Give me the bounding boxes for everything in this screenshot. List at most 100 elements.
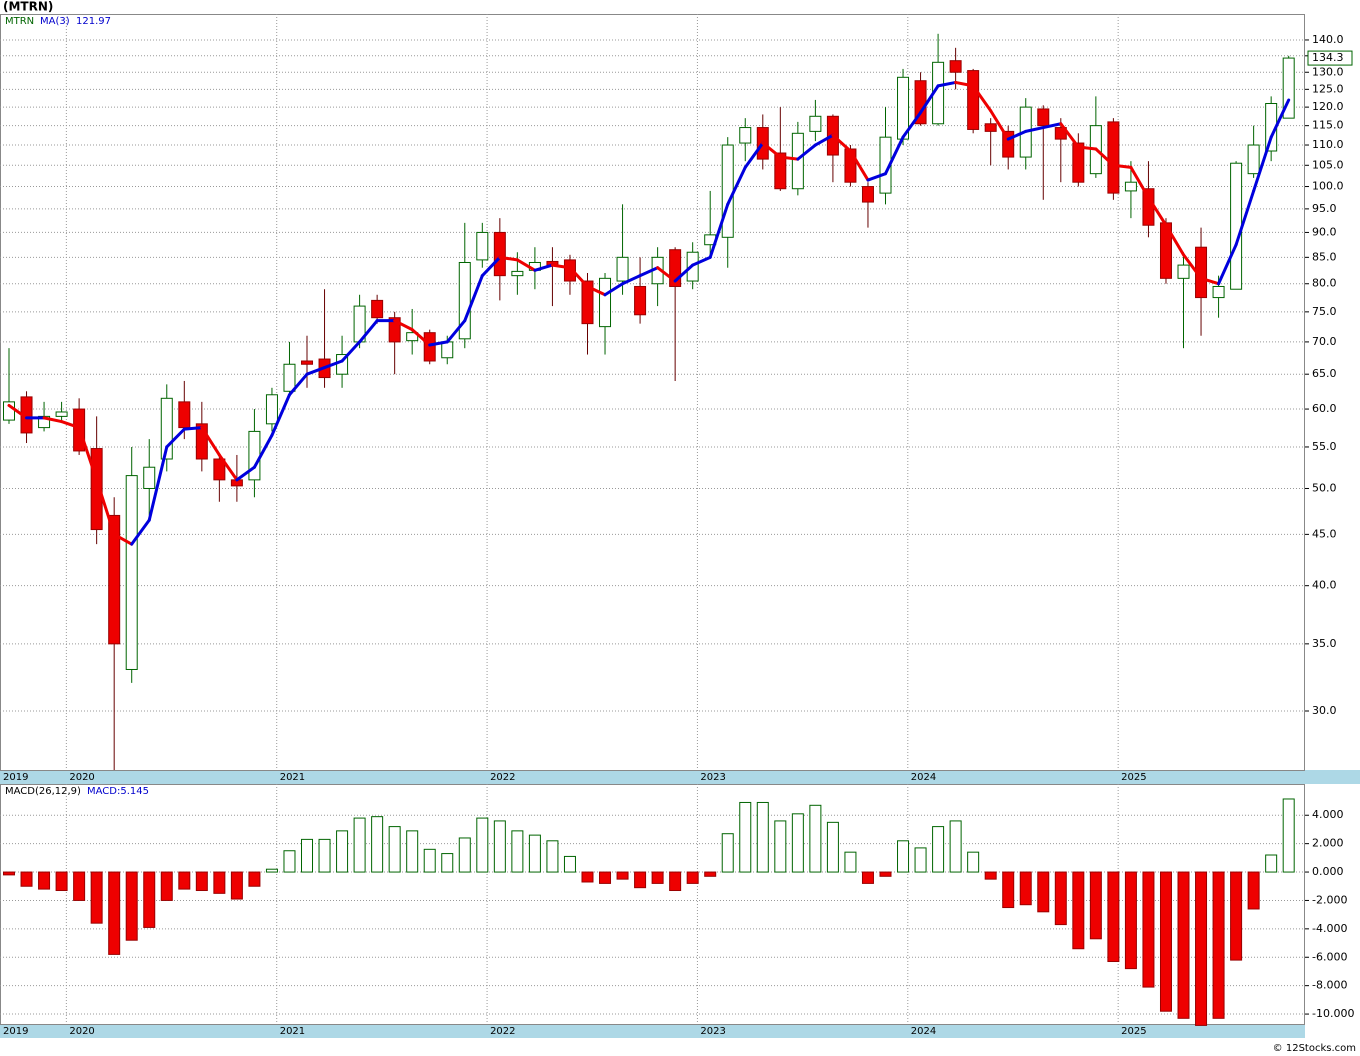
macd-bar (1089, 871, 1102, 940)
macd-bar (879, 871, 892, 877)
macd-bar (1212, 871, 1225, 1019)
ma-line (1111, 163, 1133, 169)
macd-bar (1247, 871, 1260, 910)
y-tick-label: 45.0 (1312, 527, 1337, 540)
macd-bar (826, 821, 839, 873)
candle-body (1177, 264, 1190, 279)
macd-bar (336, 830, 349, 873)
ma-line (743, 141, 765, 169)
ma-line (533, 263, 554, 272)
y-tick-label: 100.0 (1312, 180, 1344, 193)
macd-bar (599, 871, 612, 884)
candle-body (125, 475, 138, 670)
y-tick-label: 55.0 (1312, 440, 1337, 453)
candle-body (283, 363, 296, 392)
ma-line (813, 133, 835, 147)
macd-bar (248, 871, 261, 887)
ma-line (1234, 189, 1256, 247)
macd-bar (3, 871, 15, 876)
ma-line (971, 84, 993, 113)
candle-body (143, 466, 156, 489)
candle-body (634, 285, 647, 316)
x-tick-label: 2025 (1121, 772, 1146, 783)
ma-line (884, 135, 905, 176)
macd-bar (1107, 871, 1120, 963)
ma-line (480, 255, 502, 278)
y-tick-label: 85.0 (1312, 250, 1337, 263)
macd-bar (283, 850, 296, 873)
ma-line (305, 366, 327, 376)
macd-bar (301, 838, 314, 873)
candle-body (861, 186, 874, 203)
macd-bar (353, 817, 366, 873)
x-tick-label: 2023 (700, 772, 725, 783)
x-tick-label: 2023 (700, 1026, 725, 1037)
macd-bar (721, 833, 734, 873)
macd-bar (90, 871, 103, 924)
x-tick-label: 2022 (490, 772, 515, 783)
candle-body (1142, 188, 1155, 226)
ma-line (445, 319, 467, 344)
macd-bar (984, 871, 997, 880)
x-tick-label: 2022 (490, 1026, 515, 1037)
candle-body (406, 332, 419, 342)
candle-body (388, 317, 401, 343)
ma-line (1182, 253, 1203, 280)
candle-body (371, 299, 384, 319)
y-tick-label: -8.000 (1312, 979, 1347, 992)
macd-bar (73, 871, 86, 901)
ma-line (989, 109, 1010, 141)
candle-body (809, 115, 822, 132)
ma-line (1059, 122, 1080, 149)
candle-body (265, 394, 278, 425)
ma-line (42, 416, 64, 424)
y-tick-label: -2.000 (1312, 893, 1347, 906)
macd-bar (686, 871, 699, 884)
ma-line (901, 111, 923, 139)
macd-bar (178, 871, 191, 890)
macd-bar (1124, 871, 1137, 970)
y-tick-label: 90.0 (1312, 225, 1337, 238)
y-tick-label: 115.0 (1312, 119, 1344, 132)
macd-bar (195, 871, 208, 892)
ma-line (936, 80, 958, 88)
legend-ma-value: 121.97 (76, 16, 111, 27)
macd-bar (125, 871, 138, 941)
y-tick-label: 70.0 (1312, 335, 1337, 348)
axis-strip (1305, 770, 1360, 784)
ma-line (95, 478, 116, 536)
y-tick-label: 35.0 (1312, 637, 1337, 650)
macd-bar (844, 851, 857, 873)
ma-line (954, 80, 975, 88)
last-price-box (1307, 50, 1353, 66)
y-tick-label: -4.000 (1312, 922, 1347, 935)
macd-bar (546, 840, 559, 873)
y-tick-label: 105.0 (1312, 158, 1344, 171)
candle-body (55, 411, 68, 417)
ma-line (323, 359, 344, 370)
x-tick-label: 2020 (69, 772, 94, 783)
macd-bar (861, 871, 874, 884)
candle-body (493, 231, 506, 277)
y-tick-label: 40.0 (1312, 579, 1337, 592)
macd-bar (1037, 871, 1050, 913)
macd-bar (143, 871, 156, 928)
macd-bar (634, 871, 647, 889)
ma-line (673, 263, 695, 283)
macd-value: MACD:5.145 (87, 786, 149, 797)
y-tick-label: 130.0 (1312, 65, 1344, 78)
macd-bar (581, 871, 594, 883)
ma-line (112, 532, 134, 546)
ma-line (1199, 276, 1221, 286)
ma-line (761, 141, 782, 159)
macd-bar (458, 837, 471, 873)
x-tick-label: 2025 (1121, 1026, 1146, 1037)
macd-bar (371, 816, 384, 873)
ma-line (217, 453, 239, 482)
candle-body (441, 341, 454, 359)
candle-body (669, 249, 682, 287)
macd-bar (563, 855, 576, 873)
macd-bar (932, 826, 945, 873)
macd-bar (1195, 871, 1208, 1026)
